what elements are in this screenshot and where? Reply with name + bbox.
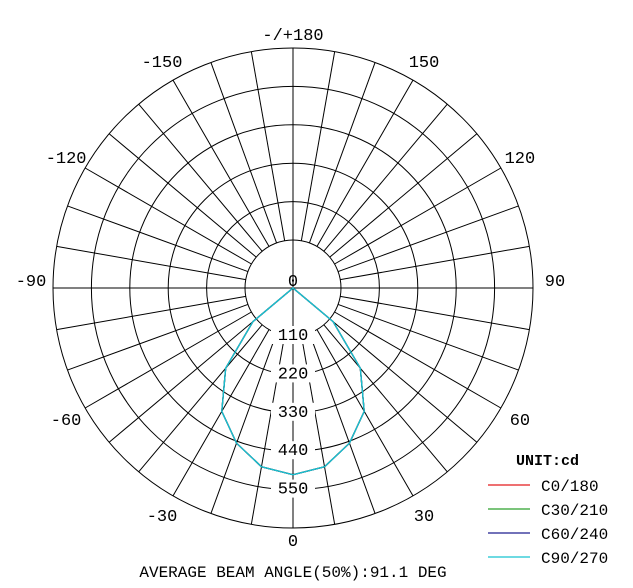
angle-label: 120	[505, 150, 536, 169]
angle-label: -150	[142, 54, 183, 73]
legend-label: C90/270	[541, 550, 608, 568]
angle-label: 30	[414, 508, 434, 527]
grid-spoke	[56, 245, 246, 281]
radial-tick-label: 550	[278, 481, 309, 500]
grid-spoke	[210, 332, 278, 514]
grid-spoke	[138, 324, 263, 473]
grid-spoke	[323, 103, 448, 252]
grid-spoke	[308, 62, 376, 244]
angle-label: 60	[510, 412, 530, 431]
grid-spoke	[250, 51, 286, 241]
grid-spoke	[108, 133, 257, 258]
radial-tick-bg	[271, 402, 315, 421]
unit-label: UNIT:cd	[516, 453, 579, 470]
angle-label: 0	[288, 533, 298, 552]
angle-label: -60	[51, 412, 82, 431]
grid-spoke	[316, 79, 414, 247]
angle-label: -30	[147, 508, 178, 527]
radial-tick-label: 110	[278, 327, 309, 346]
data-curves	[221, 287, 365, 476]
angle-labels: -/+180 -150 150 -120 120 -90 90 -60 60 -30 30 0	[16, 27, 566, 552]
grid-spoke	[340, 245, 530, 281]
legend-label: C30/210	[541, 502, 608, 520]
radial-tick-label: 330	[278, 404, 309, 423]
grid-spoke	[67, 303, 249, 371]
angle-label: 90	[545, 273, 565, 292]
radial-tick-label: 0	[288, 273, 298, 292]
legend-label: C60/240	[541, 526, 608, 544]
radial-tick-bg	[271, 326, 315, 344]
grid-spoke	[172, 79, 270, 247]
radial-tick-bg	[271, 364, 315, 383]
radial-tick-bg	[271, 479, 315, 498]
grid-spoke	[337, 303, 519, 371]
radial-tick-labels: 0 110 220 330 440 550	[271, 273, 315, 500]
beam-angle-footer: AVERAGE BEAM ANGLE(50%):91.1 DEG	[139, 564, 446, 582]
grid-spoke	[323, 324, 448, 473]
grid-spoke	[340, 295, 530, 331]
angle-label: -120	[46, 150, 87, 169]
radial-tick-label: 220	[278, 365, 309, 384]
grid-spoke	[108, 318, 257, 443]
grid-spoke	[84, 167, 252, 265]
radial-tick-label: 440	[278, 442, 309, 461]
grid-spoke	[138, 103, 263, 252]
grid-spoke	[329, 318, 478, 443]
angle-label: 150	[409, 54, 440, 73]
legend-label: C0/180	[541, 478, 599, 496]
grid-spoke	[56, 295, 246, 331]
grid-spoke	[84, 311, 252, 409]
grid-spoke	[334, 311, 502, 409]
grid-spoke	[329, 133, 478, 258]
grid-spoke	[300, 51, 336, 241]
series-curve	[221, 287, 365, 476]
grid-spoke	[334, 167, 502, 265]
grid-spoke	[316, 329, 414, 497]
grid-spoke	[210, 62, 278, 244]
grid-spoke	[67, 205, 249, 273]
angle-label: -90	[16, 273, 47, 292]
grid-spoke	[337, 205, 519, 273]
grid-spoke	[172, 329, 270, 497]
radial-tick-bg	[271, 441, 315, 460]
angle-label: -/+180	[262, 27, 323, 46]
grid-spoke	[308, 332, 376, 514]
legend: UNIT:cd C0/180 C30/210 C60/240 C90/270	[488, 453, 608, 568]
